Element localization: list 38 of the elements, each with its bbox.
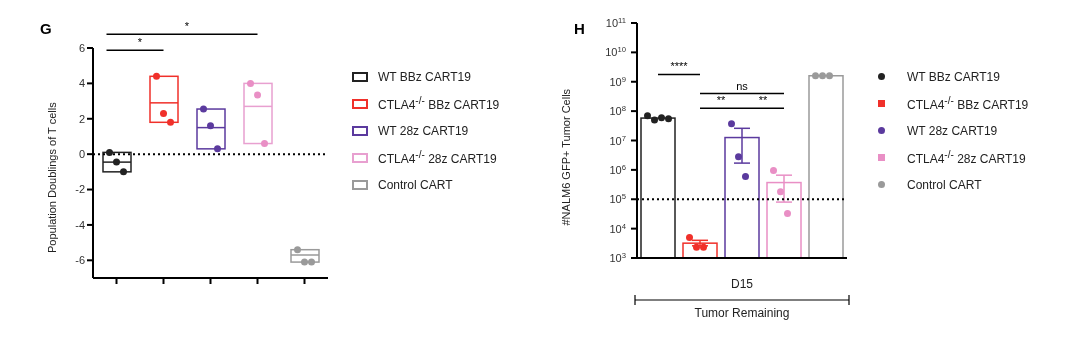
y-tick-label: 10$^{5}$ xyxy=(609,191,626,206)
annotation: ** xyxy=(716,94,726,107)
y-tick-label: 10$^{4}$ xyxy=(609,221,627,235)
text: * xyxy=(184,20,190,33)
y-tick-label: -6 xyxy=(75,254,85,267)
legend-label: WT BBz CART19 xyxy=(378,69,471,84)
y-tick-label: 10$^{6}$ xyxy=(609,162,626,176)
y-tick-label: 10$^{7}$ xyxy=(609,133,626,147)
y-tick-label: 4 xyxy=(78,77,85,90)
y-tick-label: 10$^{10}$ xyxy=(605,44,626,59)
annotation: * xyxy=(137,36,143,49)
y-tick-label: 10$^{9}$ xyxy=(609,74,626,88)
legend-label: CTLA4$^{-/-}$ BBz CART19 xyxy=(907,95,1029,112)
y-tick-label: 10$^{11}$ xyxy=(605,15,626,29)
y-tick-label: 10$^{3}$ xyxy=(609,250,626,264)
legend-label: WT BBz CART19 xyxy=(907,69,1000,84)
y-axis-title: #NALM6 GFP+ Tumor Cells xyxy=(559,88,572,226)
legend-label: WT 28z CART19 xyxy=(378,123,469,138)
y-tick-label: 6 xyxy=(78,41,85,54)
legend-label: CTLA4$^{-/-}$ 28z CART19 xyxy=(378,149,497,166)
x-axis-title: D15 xyxy=(730,277,754,291)
chart-title: H xyxy=(574,20,585,37)
legend-label: CTLA4$^{-/-}$ 28z CART19 xyxy=(907,149,1026,166)
legend-label: Control CART xyxy=(378,177,453,192)
legend-label: CTLA4$^{-/-}$ BBz CART19 xyxy=(378,95,500,112)
y-tick-label: -2 xyxy=(75,183,85,196)
text: Tumor Remaining xyxy=(693,306,791,320)
annotation: **** xyxy=(670,60,689,73)
legend-label: WT 28z CART19 xyxy=(907,123,998,138)
y-axis-title: Population Doublings of T cells xyxy=(45,101,58,253)
annotation: ns xyxy=(736,79,749,92)
y-tick-label: 10$^{8}$ xyxy=(609,103,626,118)
legend-label: Control CART xyxy=(907,177,982,192)
y-tick-label: -4 xyxy=(75,218,85,231)
annotation: ** xyxy=(758,94,768,107)
chart-title: G xyxy=(40,20,52,37)
y-tick-label: 2 xyxy=(78,112,85,125)
y-tick-label: 0 xyxy=(78,148,85,161)
